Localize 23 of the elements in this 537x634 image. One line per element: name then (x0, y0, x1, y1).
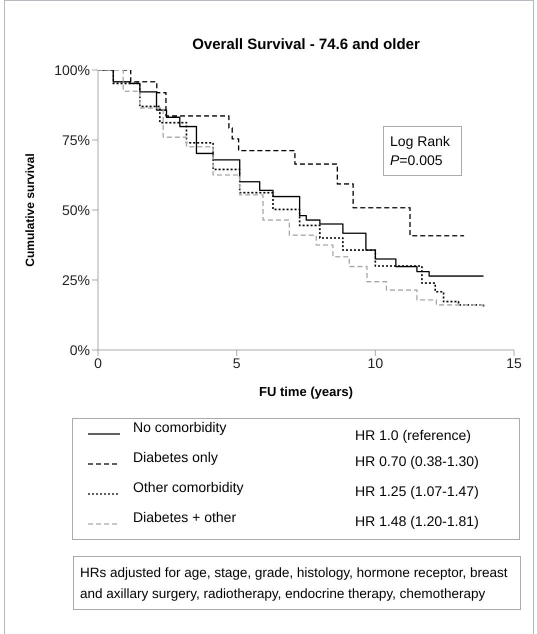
text: HRs adjusted for age, stage, grade, histology, hormone receptor, breast and axillary surgery, radiotherapy, endocrine therapy, chemotherapy (73, 556, 521, 610)
annotation: P=0.005 (390, 151, 444, 170)
text: HR 1.0 (reference) (355, 427, 471, 443)
x-tick-label: 10 (368, 354, 384, 371)
x-tick-label: 15 (506, 354, 522, 371)
y-tick-label: 75% (62, 132, 90, 148)
x-axis-title: FU time (years) (258, 384, 354, 399)
legend-label: Diabetes only (133, 449, 218, 465)
x-tick-label: 0 (94, 354, 102, 371)
legend-label: No comorbidity (133, 419, 226, 435)
text: HR 1.48 (1.20-1.81) (355, 513, 479, 529)
x-tick-label: 5 (232, 354, 241, 371)
text: HR 0.70 (0.38-1.30) (355, 453, 479, 469)
y-axis-title: Cumulative survival (23, 153, 37, 267)
legend-label: Diabetes + other (133, 509, 236, 525)
annotation: Log Rank (390, 132, 451, 151)
text: HR 1.25 (1.07-1.47) (355, 483, 479, 499)
y-tick-label: 100% (54, 62, 90, 78)
y-tick-label: 0% (70, 342, 90, 358)
y-tick-label: 50% (62, 202, 90, 218)
chart-title: Overall Survival - 74.6 and older (191, 36, 421, 53)
y-tick-label: 25% (62, 272, 90, 288)
legend-label: Other comorbidity (133, 479, 244, 495)
